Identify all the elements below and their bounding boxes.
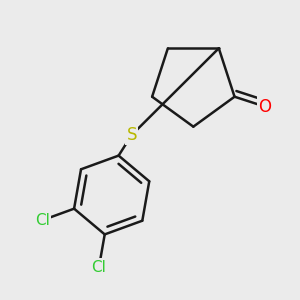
Text: O: O (258, 98, 271, 116)
Text: Cl: Cl (92, 260, 106, 275)
Text: Cl: Cl (35, 213, 50, 228)
Text: S: S (126, 126, 137, 144)
